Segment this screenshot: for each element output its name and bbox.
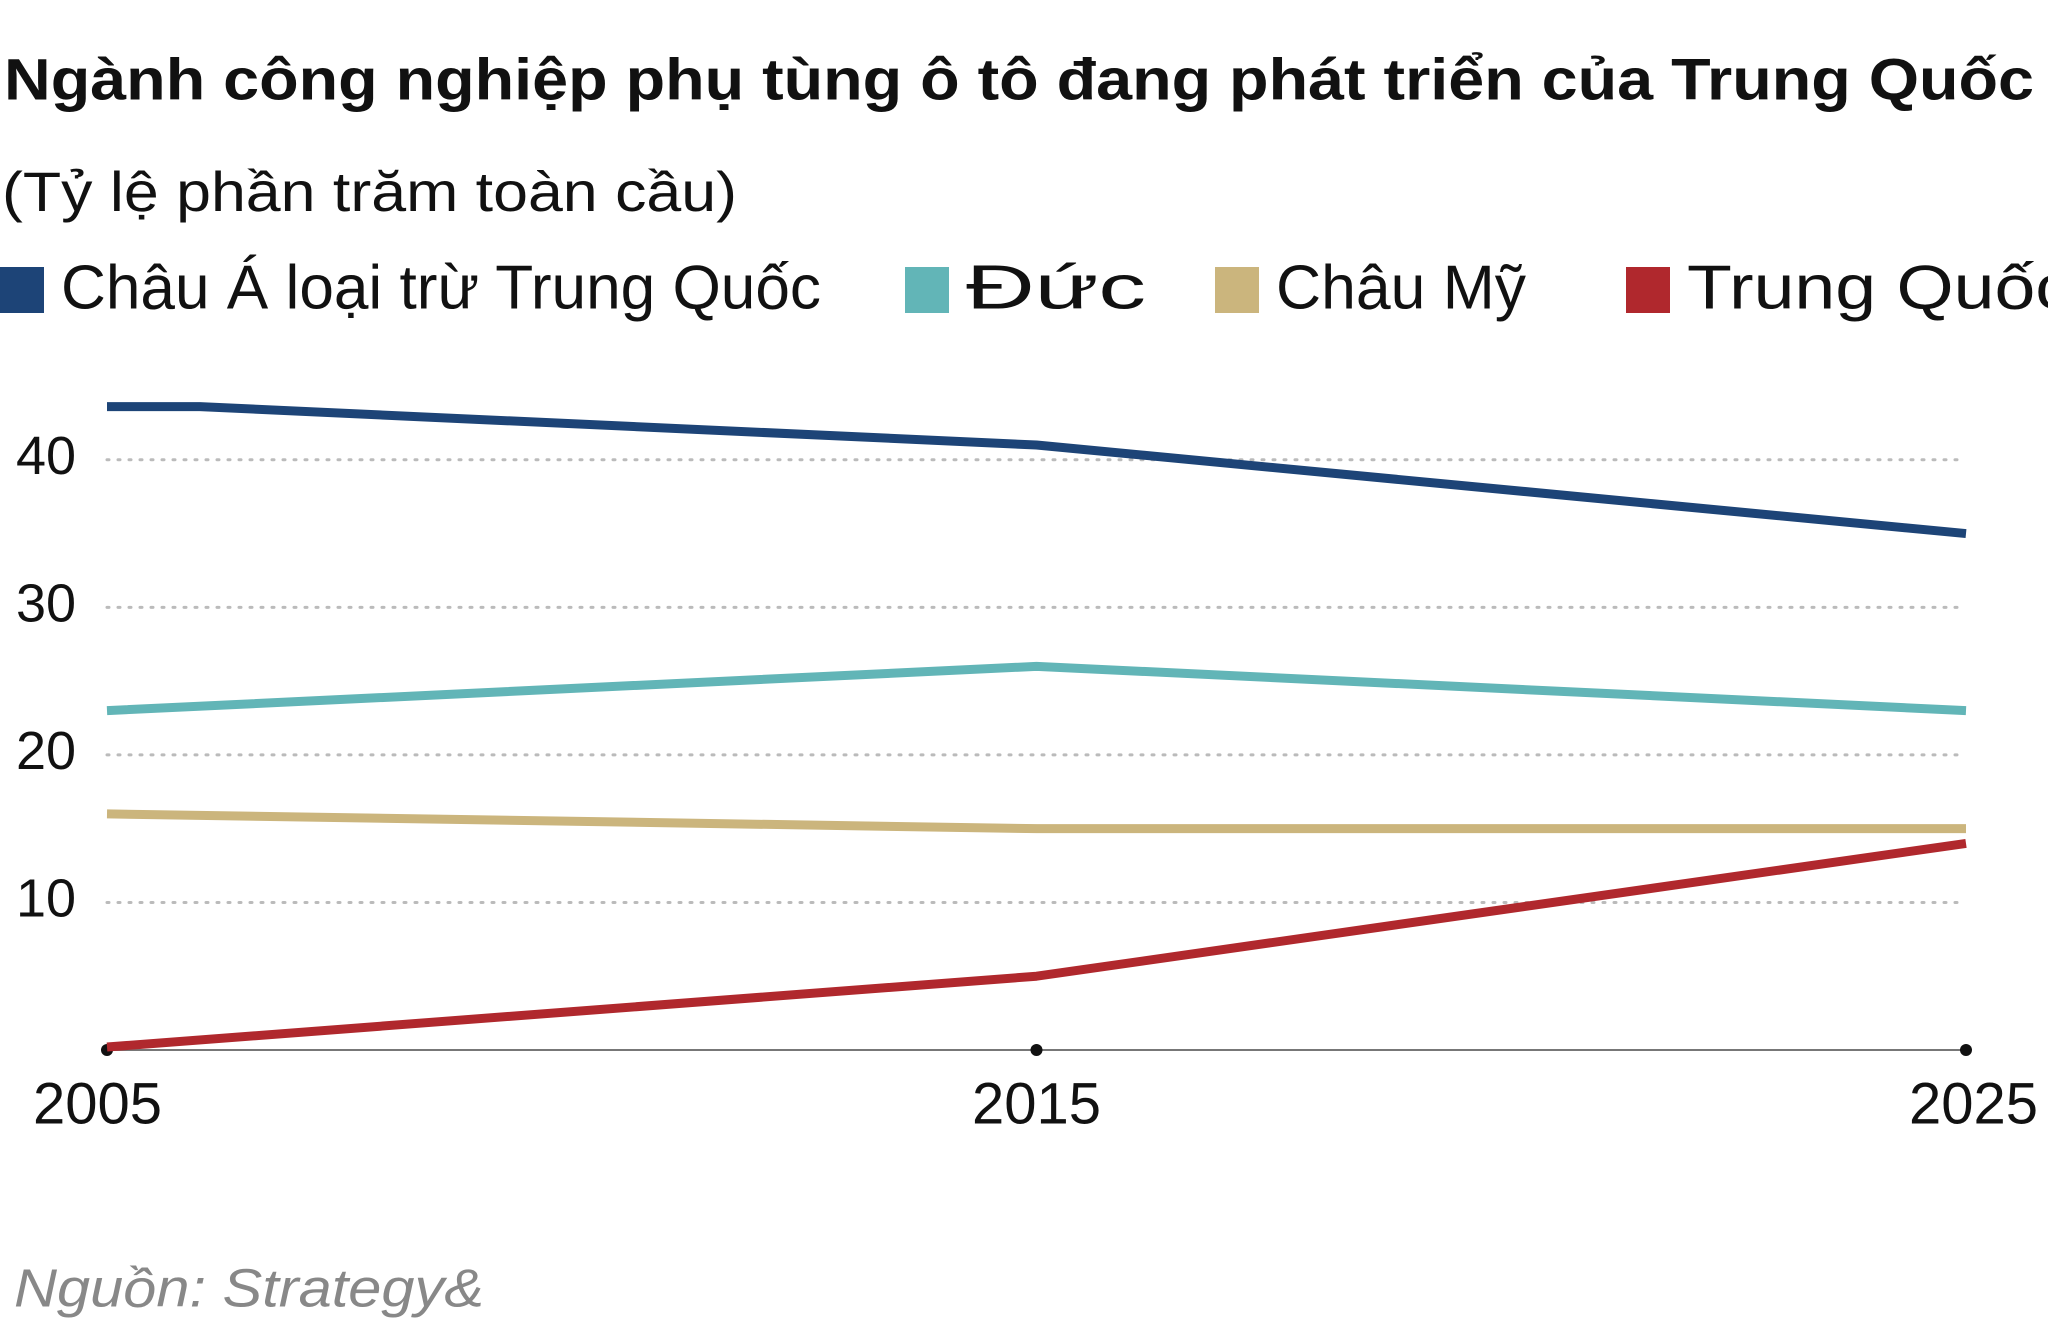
- x-tick-mark: [1030, 1044, 1043, 1056]
- legend-swatch: [0, 267, 44, 313]
- series-line: [107, 402, 1967, 539]
- legend-label: Châu Mỹ: [1276, 253, 1526, 322]
- chart-title: Ngành công nghiệp phụ tùng ô tô đang phá…: [4, 47, 2034, 112]
- x-tick-label: 2015: [972, 1071, 1101, 1136]
- y-tick-label: 40: [16, 426, 76, 486]
- x-tick-label: 2005: [33, 1071, 162, 1136]
- series-line: [106, 809, 1966, 834]
- source: Nguồn: Strategy&: [14, 1258, 484, 1318]
- chart-subtitle: (Tỷ lệ phần trăm toàn cầu): [2, 160, 737, 223]
- legend-label: Châu Á loại trừ Trung Quốc: [61, 253, 821, 322]
- x-tick-mark: [1960, 1044, 1972, 1056]
- x-tick-label: 2025: [1909, 1071, 2038, 1136]
- y-tick-label: 30: [16, 574, 76, 634]
- legend-label: Trung Quốc: [1687, 253, 2048, 322]
- legend-label: Đức: [966, 253, 1146, 322]
- legend-swatch: [905, 267, 949, 313]
- y-tick-label: 10: [16, 869, 76, 929]
- series-line: [106, 838, 1967, 1052]
- legend-swatch: [1626, 267, 1670, 313]
- legend-swatch: [1215, 267, 1259, 313]
- y-tick-label: 20: [16, 721, 76, 781]
- series-line: [106, 661, 1967, 716]
